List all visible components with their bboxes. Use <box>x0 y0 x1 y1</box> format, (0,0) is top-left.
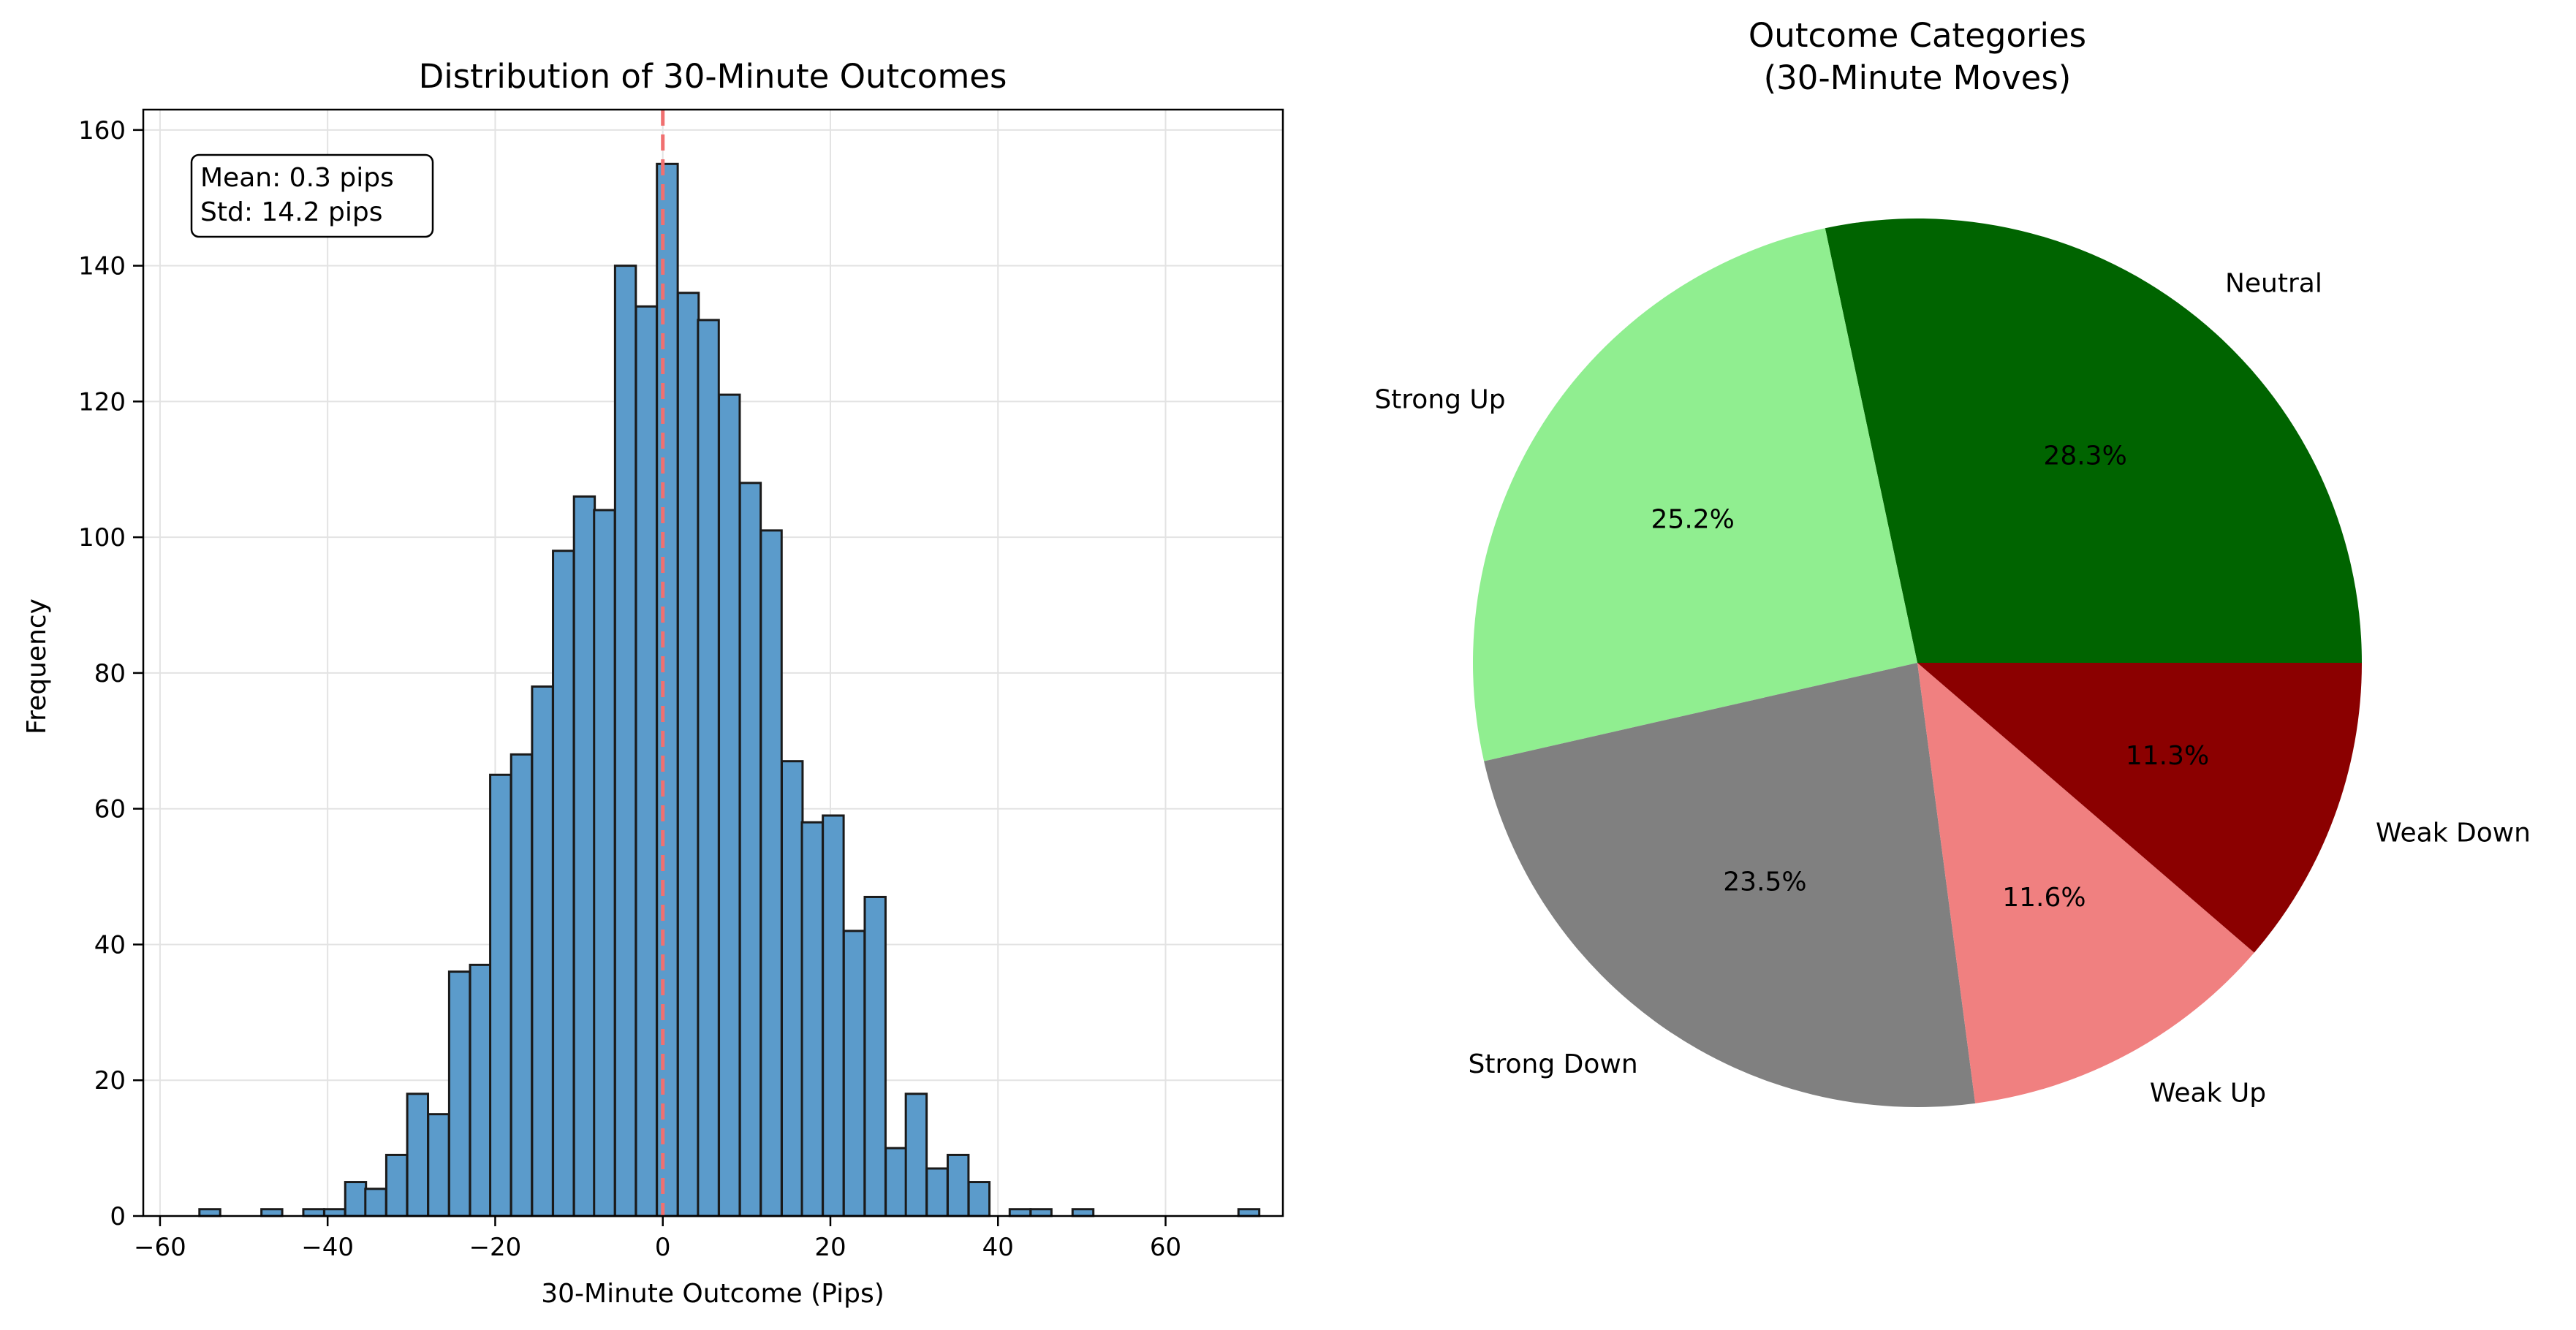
histogram-bar <box>489 773 512 1217</box>
x-tick-label: −20 <box>469 1233 522 1262</box>
histogram-bar <box>572 495 596 1217</box>
histogram-bar <box>842 930 866 1217</box>
y-tick-label: 20 <box>94 1066 126 1095</box>
pie-labels: Neutral 28.3% Strong Up 25.2% Strong Down 23.… <box>1374 268 2531 1108</box>
pie-slice <box>1917 663 2362 953</box>
pie-slice-label: Strong Up <box>1374 385 1505 415</box>
histogram-bar <box>925 1167 949 1217</box>
histogram-bar <box>1029 1208 1053 1217</box>
histogram-bar <box>759 529 783 1217</box>
histogram-bar <box>822 814 845 1217</box>
stats-mean-text: Mean: 0.3 pips <box>200 163 394 193</box>
pie-slice <box>1825 218 2362 663</box>
pie-slice-label: Weak Down <box>2376 818 2531 848</box>
y-tick-label: 160 <box>78 116 126 145</box>
pie-slice <box>1472 228 1917 761</box>
histogram-bar <box>1071 1208 1095 1217</box>
histogram-bar <box>384 1153 409 1217</box>
histogram-bar <box>967 1181 991 1217</box>
histogram-bar <box>946 1153 970 1217</box>
histogram-title: Distribution of 30-Minute Outcomes <box>419 57 1007 96</box>
pie-slice-percent: 11.6% <box>2002 883 2086 913</box>
histogram-bar <box>323 1208 346 1217</box>
histogram-y-axis-label: Frequency <box>22 598 52 734</box>
histogram-bar <box>884 1147 908 1217</box>
y-tick-label: 100 <box>78 523 126 552</box>
histogram-bar <box>509 753 534 1217</box>
histogram-axes-frame <box>142 108 1284 1217</box>
histogram-bar <box>676 292 700 1217</box>
histogram-x-axis-label: 30-Minute Outcome (Pips) <box>541 1279 884 1309</box>
x-tick-label: −40 <box>301 1233 354 1262</box>
pie-slice-label: Neutral <box>2225 268 2322 298</box>
histogram-bar <box>447 970 471 1217</box>
pie-panel: Outcome Categories (30-Minute Moves) Neu… <box>1374 16 2531 1108</box>
pie-slice-percent: 11.3% <box>2126 741 2209 771</box>
y-tick-label: 140 <box>78 252 126 281</box>
histogram-bars <box>198 162 1261 1217</box>
pie-slice-percent: 28.3% <box>2043 441 2126 471</box>
y-tick-label: 0 <box>110 1202 126 1231</box>
histogram-bar <box>634 305 658 1217</box>
histogram-bar <box>364 1188 387 1217</box>
pie-slices <box>1472 218 2362 1107</box>
x-tick-label: 40 <box>982 1233 1014 1262</box>
stats-box <box>190 153 434 238</box>
histogram-bar <box>697 319 720 1217</box>
y-tick-label: 40 <box>94 930 126 960</box>
pie-slice-label: Weak Up <box>2150 1078 2266 1108</box>
histogram-bar <box>593 509 616 1217</box>
histogram-bar <box>718 393 741 1217</box>
histogram-bar <box>800 821 824 1217</box>
y-tick-label: 60 <box>94 795 126 824</box>
stats-std-text: Std: 14.2 pips <box>200 197 382 227</box>
histogram-bar <box>302 1208 325 1217</box>
x-tick-label: 60 <box>1150 1233 1181 1262</box>
histogram-bar <box>904 1092 928 1217</box>
pie-slice-percent: 25.2% <box>1651 504 1735 534</box>
histogram-ticks: −60 −40 −20 0 20 40 60 0 20 40 60 80 100 120 140 160 <box>78 116 1181 1262</box>
stats-annotation: Mean: 0.3 pips Std: 14.2 pips <box>190 153 434 238</box>
histogram-bar <box>656 162 679 1217</box>
histogram-bar <box>531 685 554 1217</box>
histogram-bar <box>863 895 887 1217</box>
histogram-bar <box>260 1208 284 1217</box>
histogram-bar <box>1008 1208 1032 1217</box>
pie-slice-label: Strong Down <box>1469 1049 1638 1079</box>
histogram-bar <box>613 265 637 1217</box>
pie-slice <box>1484 663 1976 1107</box>
pie-title-line-1: Outcome Categories <box>1749 16 2086 55</box>
x-tick-label: −60 <box>134 1233 186 1262</box>
histogram-panel: −60 −40 −20 0 20 40 60 0 20 40 60 80 100 120 140 160 Di… <box>22 57 1284 1309</box>
histogram-bar <box>1237 1208 1261 1217</box>
y-tick-label: 80 <box>94 659 126 688</box>
histogram-bar <box>469 963 492 1217</box>
pie-title-line-2: (30-Minute Moves) <box>1764 58 2072 97</box>
pie-slice-percent: 23.5% <box>1723 867 1806 897</box>
histogram-bar <box>738 482 762 1217</box>
x-tick-label: 0 <box>655 1233 671 1262</box>
histogram-bar <box>198 1208 221 1217</box>
histogram-bar <box>552 550 575 1217</box>
histogram-bar <box>344 1181 368 1217</box>
histogram-bar <box>406 1092 430 1217</box>
pie-slice <box>1917 663 2254 1103</box>
histogram-bar <box>780 760 804 1217</box>
x-tick-label: 20 <box>814 1233 846 1262</box>
histogram-bar <box>427 1113 450 1217</box>
y-tick-label: 120 <box>78 387 126 417</box>
